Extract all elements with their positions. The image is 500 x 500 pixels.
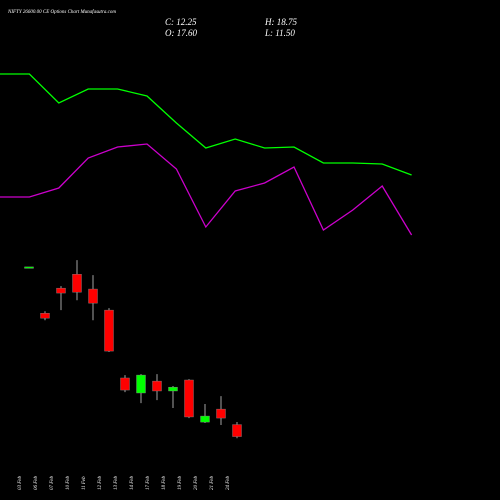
low-label: L: 11.50	[264, 28, 295, 38]
indicator-line	[0, 143, 413, 236]
x-tick-label: 19 Feb	[178, 475, 183, 490]
candle-body	[184, 379, 194, 418]
x-tick-label: 10 Feb	[66, 475, 71, 490]
candle-body	[24, 266, 34, 269]
candle-body	[40, 313, 50, 319]
candle-body	[104, 309, 114, 352]
x-tick-label: 06 Feb	[34, 475, 39, 490]
high-label: H: 18.75	[264, 17, 297, 27]
x-tick-label: 07 Feb	[50, 475, 55, 490]
candle-body	[168, 386, 178, 392]
candle-body	[120, 377, 130, 391]
candle-body	[88, 288, 98, 304]
indicator-line	[0, 73, 412, 176]
candle-body	[232, 424, 242, 437]
x-tick-label: 03 Feb	[18, 475, 23, 490]
candle-body	[216, 408, 226, 419]
x-tick-label: 14 Feb	[130, 475, 135, 490]
x-tick-label: 13 Feb	[114, 475, 119, 490]
x-tick-label: 17 Feb	[146, 475, 151, 490]
x-tick-label: 11 Feb	[82, 476, 87, 490]
open-label: O: 17.60	[165, 28, 197, 38]
x-tick-label: 24 Feb	[226, 475, 231, 490]
close-label: C: 12.25	[165, 17, 197, 27]
chart-title: NIFTY 26600.00 CE Options Chart Munafasu…	[7, 10, 116, 15]
x-tick-label: 18 Feb	[162, 475, 167, 490]
x-tick-label: 12 Feb	[98, 475, 103, 490]
candle-body	[72, 274, 82, 293]
candle-body	[56, 287, 66, 294]
candle-body	[136, 374, 146, 394]
candle-body	[200, 415, 210, 423]
x-tick-label: 21 Feb	[210, 475, 215, 490]
candle-body	[152, 380, 162, 392]
x-tick-label: 20 Feb	[194, 475, 199, 490]
